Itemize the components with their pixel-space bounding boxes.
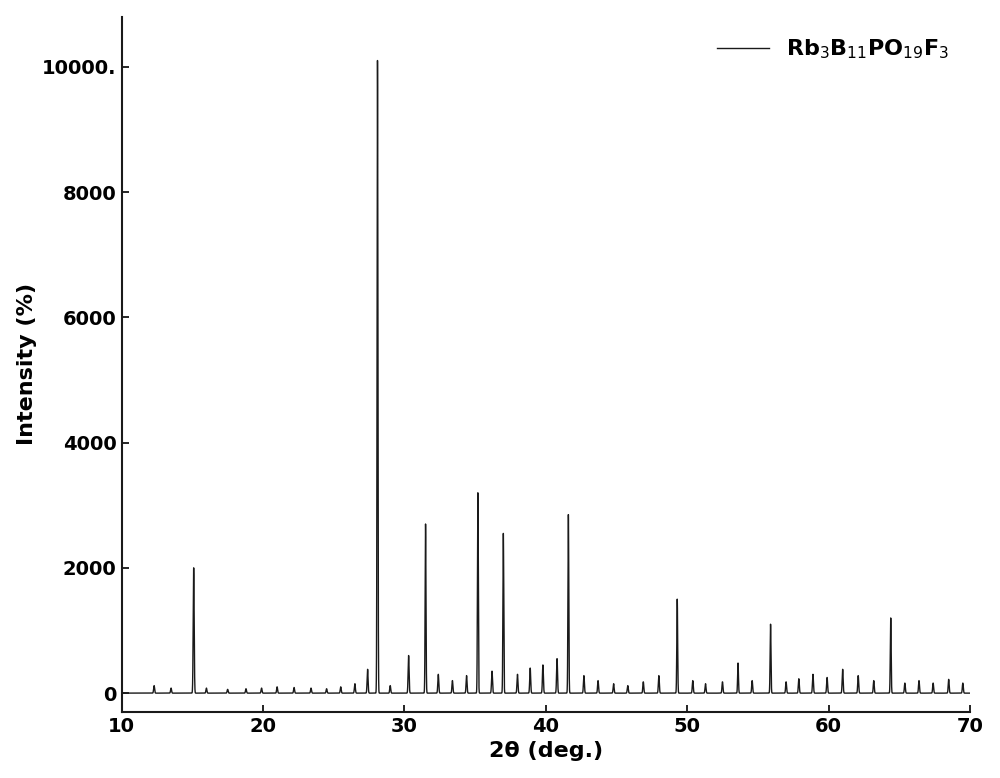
Rb$_3$B$_{11}$PO$_{19}$F$_3$ [562, 519, 574, 528]
Y-axis label: Intensity (%): Intensity (%) [17, 283, 37, 445]
Rb$_3$B$_{11}$PO$_{19}$F$_3$ [116, 689, 128, 698]
X-axis label: 2θ (deg.): 2θ (deg.) [489, 741, 603, 762]
Rb$_3$B$_{11}$PO$_{19}$F$_3$ [923, 689, 935, 698]
Rb$_3$B$_{11}$PO$_{19}$F$_3$ [135, 689, 147, 698]
Rb$_3$B$_{11}$PO$_{19}$F$_3$ [219, 689, 231, 698]
Legend: Rb$_3$B$_{11}$PO$_{19}$F$_3$: Rb$_3$B$_{11}$PO$_{19}$F$_3$ [707, 27, 959, 72]
Rb$_3$B$_{11}$PO$_{19}$F$_3$ [371, 56, 383, 65]
Rb$_3$B$_{11}$PO$_{19}$F$_3$ [656, 689, 668, 698]
Rb$_3$B$_{11}$PO$_{19}$F$_3$ [964, 689, 976, 698]
Rb$_3$B$_{11}$PO$_{19}$F$_3$ [884, 658, 896, 668]
Line: Rb$_3$B$_{11}$PO$_{19}$F$_3$: Rb$_3$B$_{11}$PO$_{19}$F$_3$ [122, 61, 970, 693]
